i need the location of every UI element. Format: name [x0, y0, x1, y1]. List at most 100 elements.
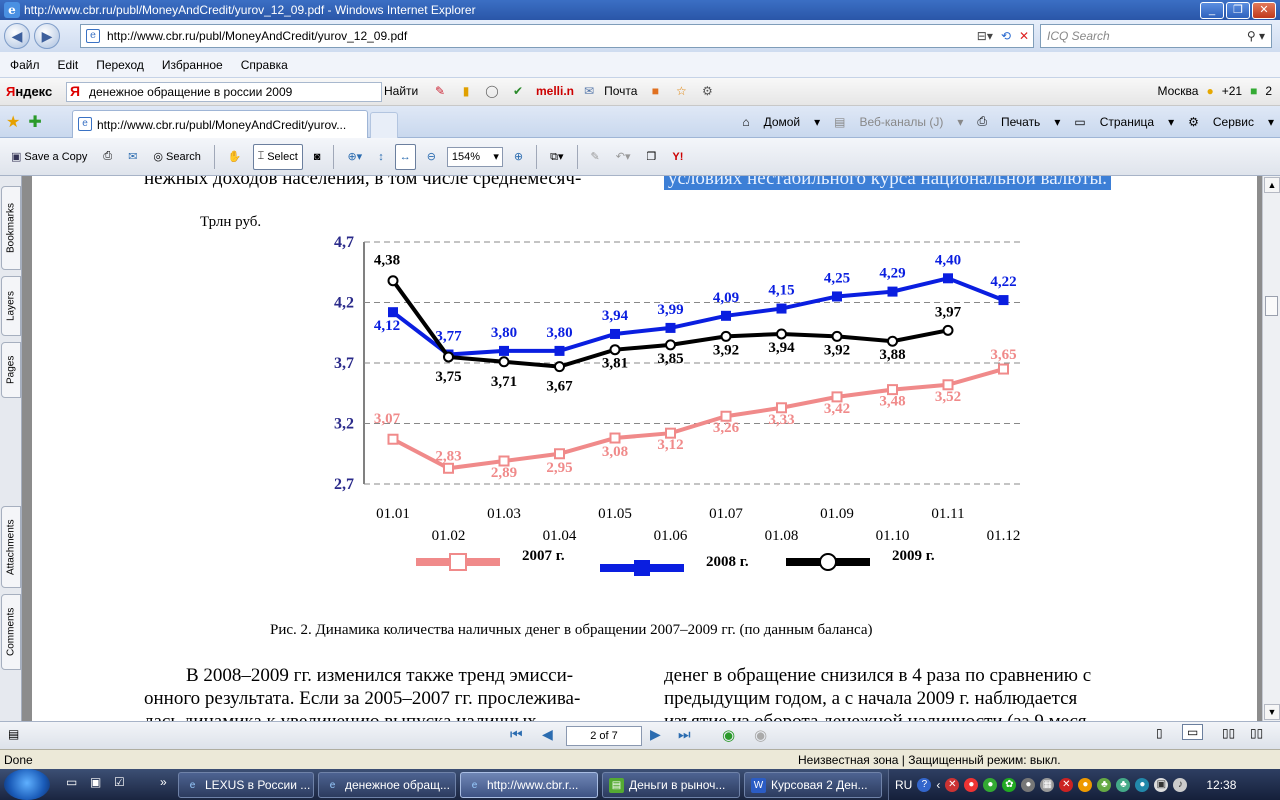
prev-page-button[interactable]: ◀ [542, 726, 553, 742]
hand-tool-button[interactable]: ✋ [223, 144, 247, 170]
tray-icon-green[interactable]: ● [983, 777, 998, 792]
back-button[interactable]: ◀ [4, 23, 30, 49]
maximize-button[interactable]: ❐ [1226, 2, 1250, 19]
mail-link[interactable]: Почта [604, 84, 638, 98]
favorites-star-icon[interactable]: ★ [6, 113, 21, 131]
tray-expand-icon[interactable]: ‹ [936, 777, 941, 792]
last-page-button[interactable]: ⏭ [678, 726, 691, 742]
menu-go[interactable]: Переход [96, 57, 144, 72]
gear-icon[interactable]: ⚙ [702, 84, 713, 98]
tray-icon-leaf[interactable]: ♣ [1097, 777, 1112, 792]
package-icon[interactable]: ■ [651, 84, 660, 98]
page-layout-button[interactable]: ⧉▾ [545, 144, 568, 170]
snapshot-button[interactable]: ◙ [309, 144, 326, 170]
yahoo-button[interactable]: Y! [667, 144, 688, 170]
selected-text[interactable]: условиях нестабильного курса национально… [664, 176, 1112, 190]
document-viewport[interactable]: нежных доходов населения, в том числе ср… [22, 176, 1262, 721]
taskbar-item-money[interactable]: e денежное обращ... [318, 772, 456, 798]
menu-edit[interactable]: Edit [57, 57, 79, 72]
melli-link[interactable]: melli.n [536, 84, 575, 98]
continuous-facing-icon[interactable]: ▯▯ [1250, 726, 1264, 740]
undo-button[interactable]: ↶▾ [611, 144, 636, 170]
zone-info[interactable]: Неизвестная зона | Защищенный режим: вык… [798, 752, 1061, 767]
quicklaunch-icon-2[interactable]: ☑ [114, 775, 125, 789]
zoom-tool-button[interactable]: ⊕▾ [342, 144, 367, 170]
single-page-icon[interactable]: ▯ [1156, 726, 1163, 740]
pen-icon[interactable]: ✎ [434, 84, 446, 98]
feeds-link[interactable]: Веб-каналы (J) [859, 114, 944, 129]
help-icon[interactable]: ? [917, 777, 932, 792]
tab-active[interactable]: e http://www.cbr.ru/publ/MoneyAndCredit/… [72, 110, 368, 138]
quicklaunch-more-icon[interactable]: » [160, 775, 167, 789]
tab-layers[interactable]: Layers [1, 276, 21, 336]
menu-help[interactable]: Справка [240, 57, 288, 72]
tray-icon-x[interactable]: ✕ [1059, 777, 1074, 792]
back-view-button[interactable]: ◉ [722, 727, 736, 744]
icq-icon[interactable]: ✿ [1002, 777, 1017, 792]
show-desktop-icon[interactable]: ▭ [66, 775, 78, 789]
menu-favorites[interactable]: Избранное [161, 57, 223, 72]
sign-button[interactable]: ✎ [586, 144, 605, 170]
close-window-button[interactable]: ✕ [1252, 2, 1276, 19]
language-indicator[interactable]: RU [895, 777, 913, 792]
home-link[interactable]: Домой [763, 114, 801, 129]
refresh-icon[interactable]: ⟲ [1000, 29, 1011, 43]
yandex-logo[interactable]: Яндекс [6, 84, 53, 99]
tray-icon-blue[interactable]: ● [1135, 777, 1150, 792]
url-field[interactable]: e http://www.cbr.ru/publ/MoneyAndCredit/… [80, 24, 1034, 48]
clock[interactable]: 12:38 [1206, 777, 1237, 792]
quicklaunch-icon[interactable]: ▣ [90, 775, 102, 789]
menu-file[interactable]: Файл [10, 57, 40, 72]
tools-icon[interactable]: ⚙ [1188, 114, 1199, 129]
star-icon[interactable]: ☆ [676, 84, 687, 98]
panel-toggle-icon[interactable]: ▤ [8, 727, 20, 741]
first-page-button[interactable]: ⏮ [510, 726, 523, 742]
vertical-scrollbar[interactable]: ▲ ▼ [1262, 176, 1280, 721]
select-tool-button[interactable]: ⌶ Select [252, 143, 303, 170]
taskbar-item-cbr[interactable]: e http://www.cbr.r... [460, 772, 598, 798]
chat-icon[interactable]: ◯ [485, 84, 499, 98]
print-link[interactable]: Печать [1001, 114, 1041, 129]
search-input[interactable]: ICQ Search ⚲ ▾ [1040, 24, 1272, 48]
forward-view-button[interactable]: ◉ [754, 727, 768, 744]
tab-pages[interactable]: Pages [1, 342, 21, 398]
tab-bookmarks[interactable]: Bookmarks [1, 186, 21, 270]
yandex-search-input[interactable]: Я денежное обращение в россии 2009 [66, 82, 382, 102]
tray-icon-gray[interactable]: ● [1021, 777, 1036, 792]
compat-view-icon[interactable]: ⊟▾ [976, 29, 993, 43]
check-icon[interactable]: ✔ [512, 84, 524, 98]
scroll-up-button[interactable]: ▲ [1264, 177, 1280, 193]
minimize-button[interactable]: _ [1200, 2, 1224, 19]
city-label[interactable]: Москва [1157, 84, 1199, 98]
tray-icon-orange[interactable]: ● [1078, 777, 1093, 792]
copy-button[interactable]: ❐ [641, 144, 661, 170]
tray-icon-leaf-2[interactable]: ♣ [1116, 777, 1131, 792]
email-button[interactable]: ✉ [123, 144, 142, 170]
stop-icon[interactable]: ✕ [1018, 29, 1029, 43]
zoom-out-button[interactable]: ⊖ [422, 144, 441, 170]
page-menu-icon[interactable]: ▭ [1074, 114, 1086, 129]
mail-icon[interactable]: ✉ [584, 84, 595, 98]
tools-menu[interactable]: Сервис [1212, 114, 1254, 129]
start-button[interactable] [4, 769, 50, 800]
tab-comments[interactable]: Comments [1, 594, 21, 670]
home-icon[interactable]: ⌂ [742, 114, 750, 129]
feeds-icon[interactable]: ▤ [834, 114, 846, 129]
page-number-field[interactable]: 2 of 7 [566, 726, 642, 746]
continuous-icon[interactable]: ▭ [1182, 724, 1204, 740]
signal-icon[interactable]: ▮ [462, 84, 470, 98]
volume-icon[interactable]: ♪ [1173, 777, 1188, 792]
search-button[interactable]: ◎ Search [148, 144, 205, 170]
print-icon[interactable]: ⎙ [977, 114, 987, 128]
fit-page-button[interactable]: ↕ [373, 144, 389, 170]
scroll-down-button[interactable]: ▼ [1264, 704, 1280, 720]
yandex-find-button[interactable]: Найти [384, 84, 419, 98]
antivirus-icon[interactable]: ✕ [945, 777, 960, 792]
fit-width-button[interactable]: ↔ [394, 143, 416, 170]
search-icon[interactable]: ⚲ ▾ [1246, 29, 1265, 43]
zoom-in-button[interactable]: ⊕ [509, 144, 528, 170]
scroll-thumb[interactable] [1265, 296, 1278, 316]
facing-icon[interactable]: ▯▯ [1222, 726, 1236, 740]
zoom-select[interactable]: 154% ▾ [446, 146, 503, 167]
next-page-button[interactable]: ▶ [650, 726, 661, 742]
